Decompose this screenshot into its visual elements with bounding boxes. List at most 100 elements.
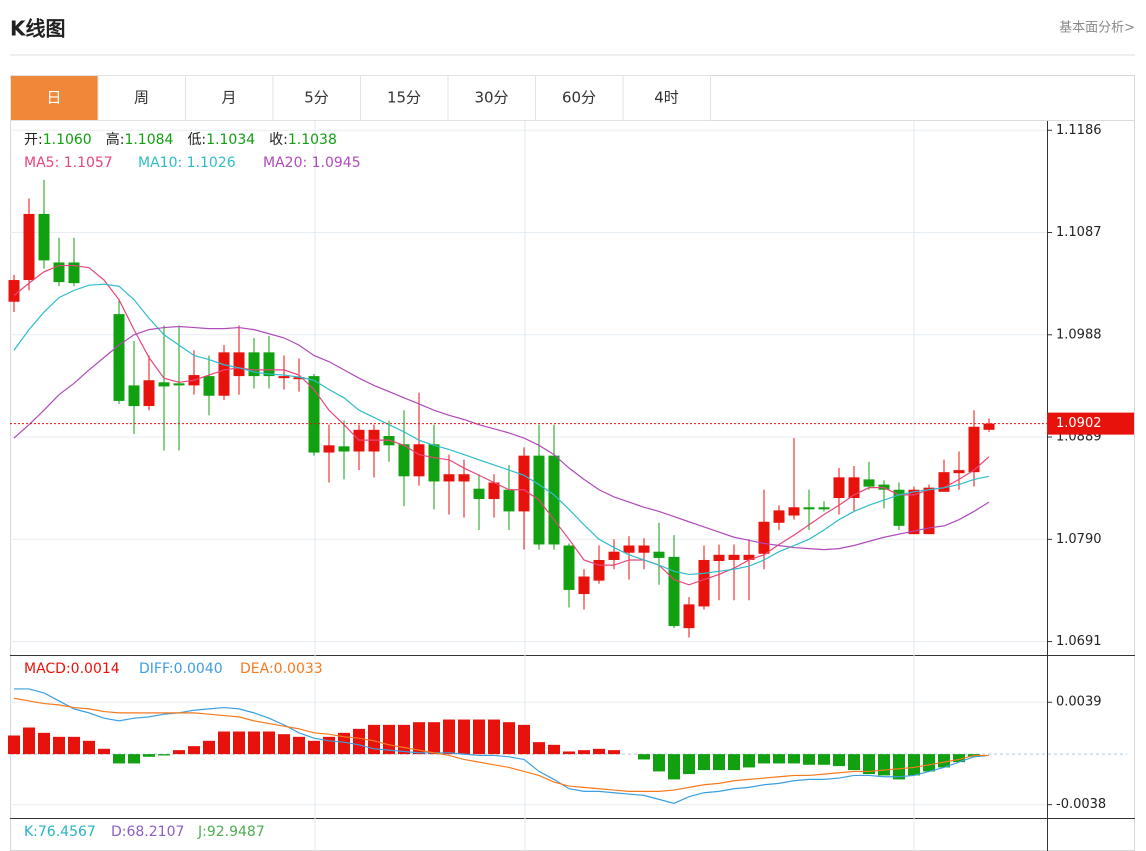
macd-bar	[398, 724, 410, 755]
candle-body	[23, 213, 35, 281]
y-tick-label: -0.0038	[1056, 797, 1106, 812]
candle-body	[953, 470, 965, 474]
ma-line	[13, 325, 990, 551]
macd-bar	[263, 731, 275, 755]
kdj-label: D:68.2107	[111, 824, 184, 840]
tab-label[interactable]: 15分	[387, 89, 421, 107]
macd-bar	[698, 754, 710, 771]
macd-bar	[653, 754, 665, 772]
macd-bar	[248, 731, 260, 755]
tab-label[interactable]: 4时	[654, 89, 679, 107]
tab[interactable]	[622, 75, 711, 121]
macd-bar	[158, 754, 170, 756]
tab-label[interactable]: 30分	[474, 89, 508, 107]
macd-bar	[938, 754, 950, 768]
ohlc-value: 1.1084	[124, 132, 173, 148]
y-tick-label: 1.1186	[1056, 123, 1102, 138]
macd-bar	[548, 744, 560, 755]
ma-line	[13, 283, 990, 576]
macd-bar	[38, 732, 50, 755]
tab-label[interactable]: 5分	[304, 89, 329, 107]
candle-body	[683, 604, 695, 629]
candle-body	[968, 426, 980, 473]
candle-body	[728, 554, 740, 560]
candle-body	[983, 423, 995, 430]
candle-body	[113, 314, 125, 401]
macd-bar	[203, 740, 215, 755]
legend-entry: MA10: 1.1026	[138, 155, 236, 171]
candle-body	[203, 376, 215, 396]
macd-bar	[833, 754, 845, 767]
candle-body	[818, 507, 830, 510]
macd-bar	[173, 750, 185, 755]
macd-bar	[488, 719, 500, 755]
macd-bar	[113, 754, 125, 764]
macd-bar	[308, 740, 320, 755]
candle-body	[593, 559, 605, 581]
candle-body	[863, 479, 875, 487]
candle-body	[308, 376, 320, 453]
macd-bar	[908, 754, 920, 776]
candle-body	[233, 352, 245, 377]
macd-bar	[473, 719, 485, 755]
macd-bar	[578, 750, 590, 755]
panel-frame	[10, 75, 1135, 851]
macd-bar	[278, 734, 290, 755]
macd-bar	[893, 754, 905, 780]
macd-bar	[218, 731, 230, 755]
candle-body	[578, 576, 590, 595]
macd-bar	[923, 754, 935, 772]
candle-body	[263, 352, 275, 377]
candle-body	[848, 477, 860, 498]
tab-label[interactable]: 日	[46, 89, 61, 107]
macd-bar	[443, 719, 455, 755]
macd-bar	[53, 736, 65, 755]
candle-body	[473, 488, 485, 500]
macd-bar	[953, 754, 965, 763]
candle-body	[773, 510, 785, 523]
macd-bar	[413, 722, 425, 755]
macd-line	[13, 697, 989, 792]
candle-body	[53, 262, 65, 283]
kdj-label: K:76.4567	[24, 824, 96, 840]
ma-line	[13, 264, 990, 586]
candle-body	[803, 507, 815, 510]
link[interactable]: 基本面分析>	[1059, 21, 1135, 36]
tab-label[interactable]: 月	[221, 89, 236, 107]
macd-bar	[143, 754, 155, 757]
candle-body	[788, 507, 800, 516]
candle-body	[248, 352, 260, 377]
candle-body	[323, 445, 335, 453]
candle-body	[158, 382, 170, 387]
candle-body	[128, 385, 140, 407]
candle-body	[908, 489, 920, 535]
macd-bar	[383, 724, 395, 755]
macd-bar	[728, 754, 740, 771]
tab-label[interactable]: 周	[134, 89, 149, 107]
macd-bar	[848, 754, 860, 771]
ohlc-info: 开:1.1060 高:1.1084 低:1.1034 收:1.1038	[24, 131, 337, 148]
macd-bar	[83, 740, 95, 755]
y-tick-label: 1.1087	[1056, 225, 1102, 240]
macd-bar	[458, 719, 470, 755]
candle-body	[338, 446, 350, 452]
ohlc-label: 开:	[24, 132, 43, 148]
candle-body	[458, 474, 470, 482]
macd-bar	[533, 742, 545, 755]
macd-bar	[293, 736, 305, 755]
tab[interactable]	[97, 75, 186, 121]
tab[interactable]	[10, 75, 99, 121]
candle-body	[413, 444, 425, 477]
macd-bar	[878, 754, 890, 776]
candle-body	[173, 383, 185, 386]
macd-bar	[233, 731, 245, 755]
tab[interactable]	[447, 75, 536, 121]
macd-bar	[668, 754, 680, 780]
macd-bar	[353, 728, 365, 755]
candle-body	[938, 472, 950, 492]
y-tick-label: 1.0691	[1056, 634, 1102, 649]
tab-label[interactable]: 60分	[562, 89, 596, 107]
candle-body	[218, 352, 230, 396]
macd-bar	[338, 732, 350, 755]
tab[interactable]	[535, 75, 624, 121]
